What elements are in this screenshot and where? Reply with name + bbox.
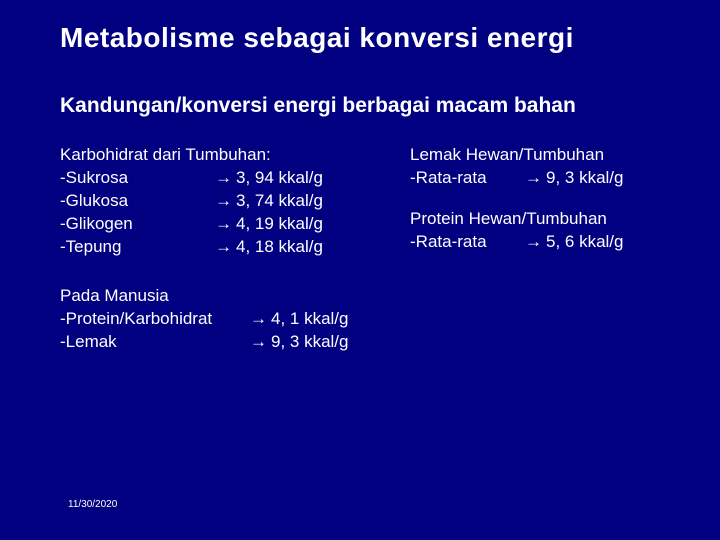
data-row: -Tepung → 4, 18 kkal/g bbox=[60, 236, 370, 259]
slide-subtitle: Kandungan/konversi energi berbagai macam… bbox=[60, 94, 670, 118]
row-label: -Glukosa bbox=[60, 190, 215, 213]
arrow-icon: → bbox=[525, 167, 542, 190]
protein-block: Protein Hewan/Tumbuhan -Rata-rata → 5, 6… bbox=[410, 208, 670, 254]
row-label: -Lemak bbox=[60, 331, 250, 354]
row-value: 3, 74 kkal/g bbox=[236, 190, 323, 213]
row-value: 5, 6 kkal/g bbox=[546, 231, 624, 254]
human-block: Pada Manusia -Protein/Karbohidrat → 4, 1… bbox=[60, 285, 370, 354]
row-value: 9, 3 kkal/g bbox=[271, 331, 349, 354]
row-value: 4, 1 kkal/g bbox=[271, 308, 349, 331]
row-value: 9, 3 kkal/g bbox=[546, 167, 624, 190]
slide: Metabolisme sebagai konversi energi Kand… bbox=[0, 0, 720, 540]
arrow-icon: → bbox=[215, 236, 232, 259]
data-row: -Glukosa → 3, 74 kkal/g bbox=[60, 190, 370, 213]
content-columns: Karbohidrat dari Tumbuhan: -Sukrosa → 3,… bbox=[60, 144, 670, 380]
carbohydrate-heading: Karbohidrat dari Tumbuhan: bbox=[60, 144, 370, 167]
slide-title: Metabolisme sebagai konversi energi bbox=[60, 22, 670, 54]
row-label: -Sukrosa bbox=[60, 167, 215, 190]
left-column: Karbohidrat dari Tumbuhan: -Sukrosa → 3,… bbox=[60, 144, 370, 380]
data-row: -Sukrosa → 3, 94 kkal/g bbox=[60, 167, 370, 190]
arrow-icon: → bbox=[250, 308, 267, 331]
row-label: -Protein/Karbohidrat bbox=[60, 308, 250, 331]
row-value: 3, 94 kkal/g bbox=[236, 167, 323, 190]
row-value: 4, 18 kkal/g bbox=[236, 236, 323, 259]
row-label: -Glikogen bbox=[60, 213, 215, 236]
protein-heading: Protein Hewan/Tumbuhan bbox=[410, 208, 670, 231]
row-value: 4, 19 kkal/g bbox=[236, 213, 323, 236]
arrow-icon: → bbox=[215, 213, 232, 236]
row-label: -Tepung bbox=[60, 236, 215, 259]
arrow-icon: → bbox=[525, 231, 542, 254]
data-row: -Glikogen → 4, 19 kkal/g bbox=[60, 213, 370, 236]
arrow-icon: → bbox=[215, 167, 232, 190]
arrow-icon: → bbox=[215, 190, 232, 213]
data-row: -Lemak → 9, 3 kkal/g bbox=[60, 331, 370, 354]
fat-block: Lemak Hewan/Tumbuhan -Rata-rata → 9, 3 k… bbox=[410, 144, 670, 190]
row-label: -Rata-rata bbox=[410, 231, 525, 254]
data-row: -Rata-rata → 9, 3 kkal/g bbox=[410, 167, 670, 190]
human-heading: Pada Manusia bbox=[60, 285, 370, 308]
row-label: -Rata-rata bbox=[410, 167, 525, 190]
carbohydrate-block: Karbohidrat dari Tumbuhan: -Sukrosa → 3,… bbox=[60, 144, 370, 259]
right-column: Lemak Hewan/Tumbuhan -Rata-rata → 9, 3 k… bbox=[410, 144, 670, 380]
data-row: -Rata-rata → 5, 6 kkal/g bbox=[410, 231, 670, 254]
fat-heading: Lemak Hewan/Tumbuhan bbox=[410, 144, 670, 167]
footer-date: 11/30/2020 bbox=[68, 499, 117, 510]
arrow-icon: → bbox=[250, 331, 267, 354]
data-row: -Protein/Karbohidrat → 4, 1 kkal/g bbox=[60, 308, 370, 331]
